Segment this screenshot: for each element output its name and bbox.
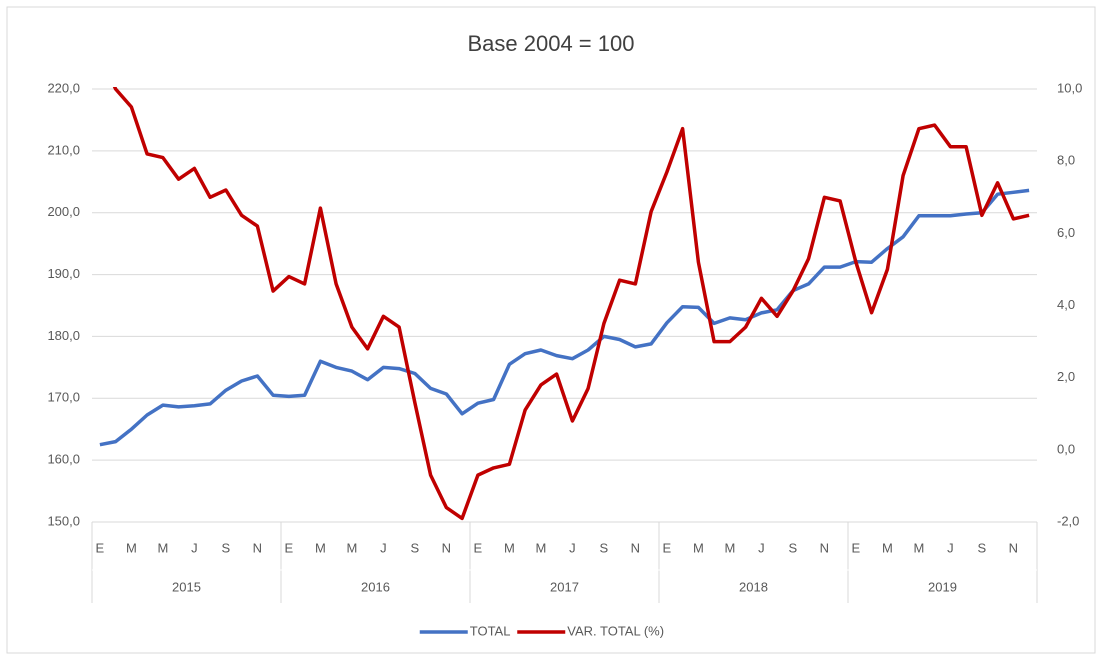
y-tick-label: 160,0 xyxy=(47,452,80,467)
y2-tick-label: 0,0 xyxy=(1057,441,1075,456)
chart-title: Base 2004 = 100 xyxy=(468,31,635,56)
y2-tick-label: 4,0 xyxy=(1057,297,1075,312)
x-tick-label: N xyxy=(442,540,451,555)
x-tick-label: J xyxy=(758,540,765,555)
x-tick-label: M xyxy=(315,540,326,555)
x-tick-label: E xyxy=(96,540,105,555)
y-tick-label: 170,0 xyxy=(47,390,80,405)
x-tick-label: S xyxy=(600,540,609,555)
x-tick-label: J xyxy=(191,540,198,555)
line-series xyxy=(112,87,1030,521)
y2-tick-label: -2,0 xyxy=(1057,513,1079,528)
line-series xyxy=(99,188,1030,447)
x-tick-label: J xyxy=(947,540,954,555)
group-label: 2015 xyxy=(172,579,201,594)
x-tick-label: E xyxy=(663,540,672,555)
legend-label: VAR. TOTAL (%) xyxy=(567,623,664,638)
x-tick-label: N xyxy=(631,540,640,555)
x-tick-label: S xyxy=(978,540,987,555)
y2-tick-label: 10,0 xyxy=(1057,80,1082,95)
y-tick-label: 180,0 xyxy=(47,328,80,343)
x-tick-label: M xyxy=(346,540,357,555)
legend-label: TOTAL xyxy=(470,623,511,638)
x-tick-label: N xyxy=(1009,540,1018,555)
y-tick-label: 210,0 xyxy=(47,142,80,157)
x-tick-label: M xyxy=(693,540,704,555)
x-tick-label: N xyxy=(253,540,262,555)
y-tick-label: 190,0 xyxy=(47,266,80,281)
group-label: 2016 xyxy=(361,579,390,594)
x-tick-label: N xyxy=(820,540,829,555)
x-tick-label: M xyxy=(724,540,735,555)
chart-border xyxy=(6,6,1096,654)
y-tick-label: 220,0 xyxy=(47,80,80,95)
x-tick-label: E xyxy=(285,540,294,555)
x-tick-label: S xyxy=(222,540,231,555)
x-tick-label: M xyxy=(126,540,137,555)
y-tick-label: 200,0 xyxy=(47,204,80,219)
x-tick-label: J xyxy=(569,540,576,555)
x-tick-label: E xyxy=(852,540,861,555)
y2-tick-label: 2,0 xyxy=(1057,369,1075,384)
x-tick-label: M xyxy=(504,540,515,555)
x-tick-label: M xyxy=(157,540,168,555)
y2-tick-label: 8,0 xyxy=(1057,153,1075,168)
group-label: 2018 xyxy=(739,579,768,594)
group-label: 2019 xyxy=(928,579,957,594)
x-tick-label: M xyxy=(913,540,924,555)
x-tick-label: J xyxy=(380,540,387,555)
x-tick-label: M xyxy=(882,540,893,555)
group-label: 2017 xyxy=(550,579,579,594)
plot-area xyxy=(99,87,1030,521)
x-tick-label: M xyxy=(535,540,546,555)
x-tick-label: E xyxy=(474,540,483,555)
x-tick-label: S xyxy=(789,540,798,555)
y-tick-label: 150,0 xyxy=(47,513,80,528)
x-tick-label: S xyxy=(411,540,420,555)
y2-tick-label: 6,0 xyxy=(1057,225,1075,240)
